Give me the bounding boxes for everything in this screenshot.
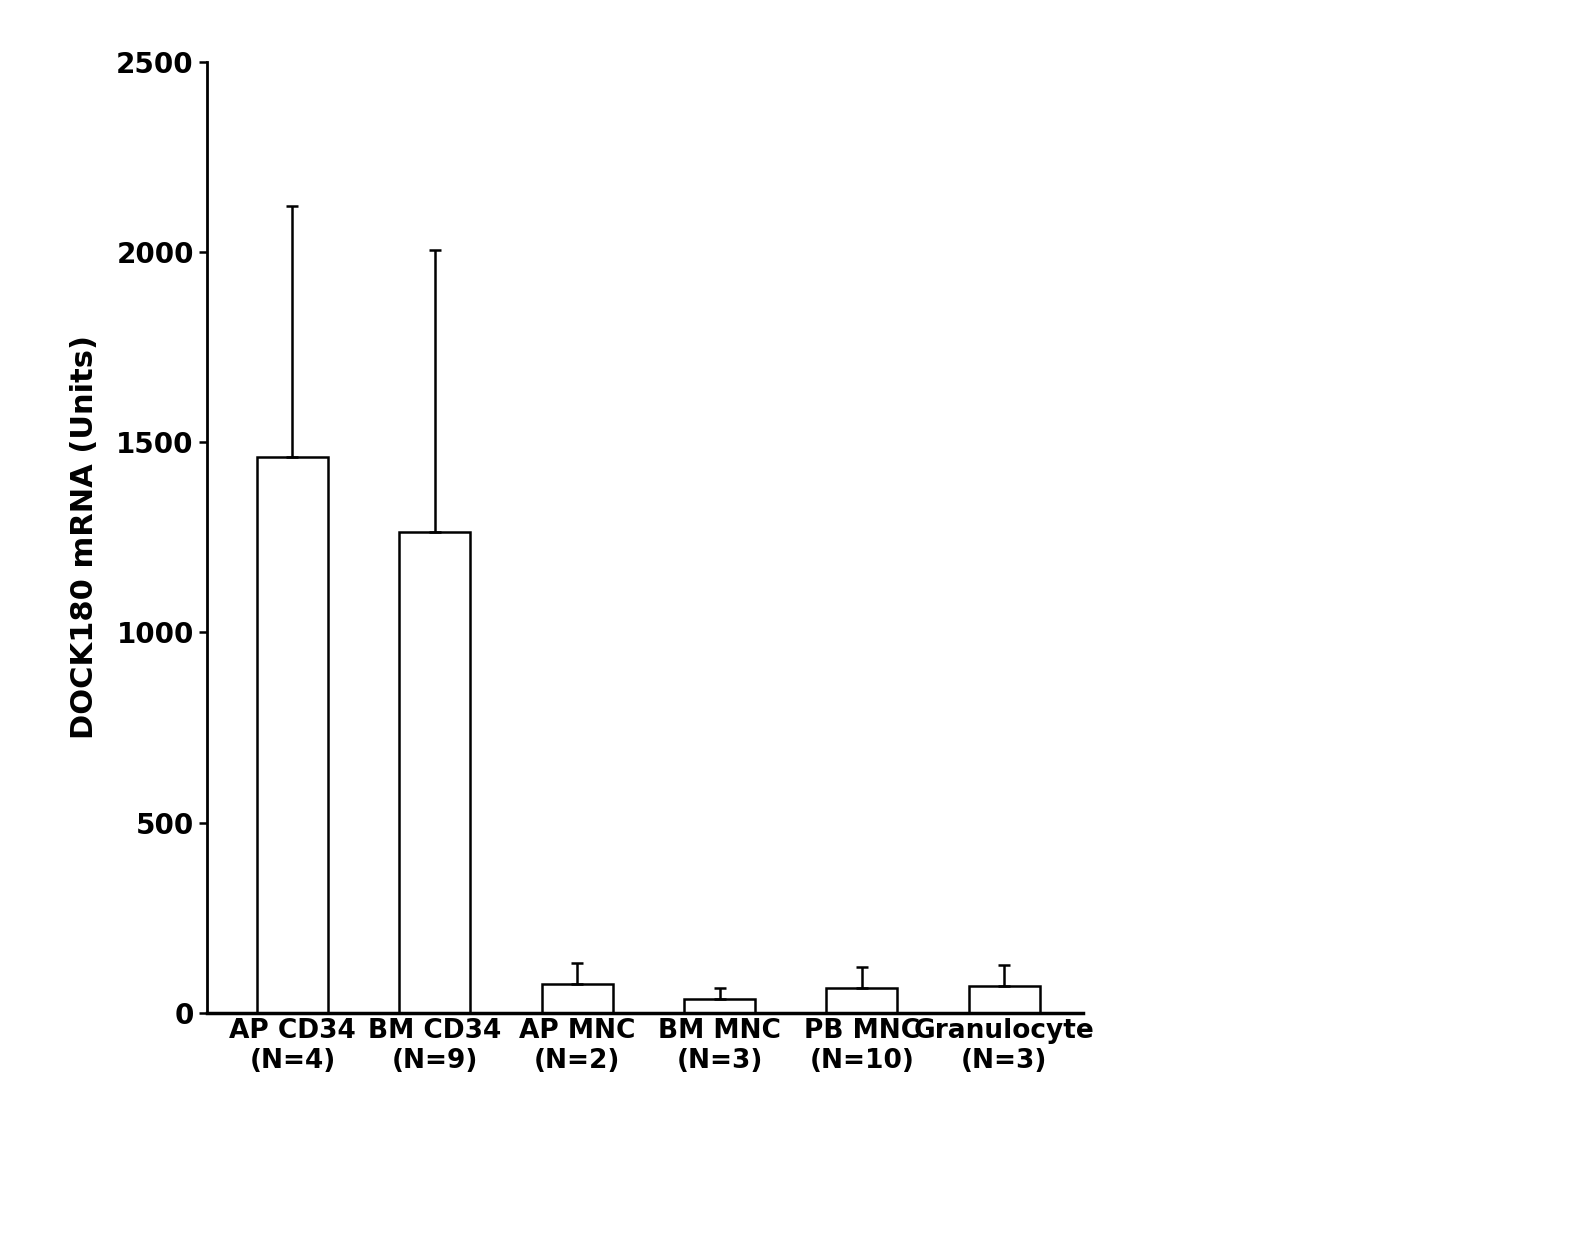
Bar <box>541 984 613 1013</box>
Bar <box>968 986 1040 1013</box>
Bar <box>826 988 898 1013</box>
Bar <box>400 531 470 1013</box>
Y-axis label: DOCK180 mRNA (Units): DOCK180 mRNA (Units) <box>70 335 99 740</box>
Bar <box>256 457 328 1013</box>
Bar <box>685 999 755 1013</box>
